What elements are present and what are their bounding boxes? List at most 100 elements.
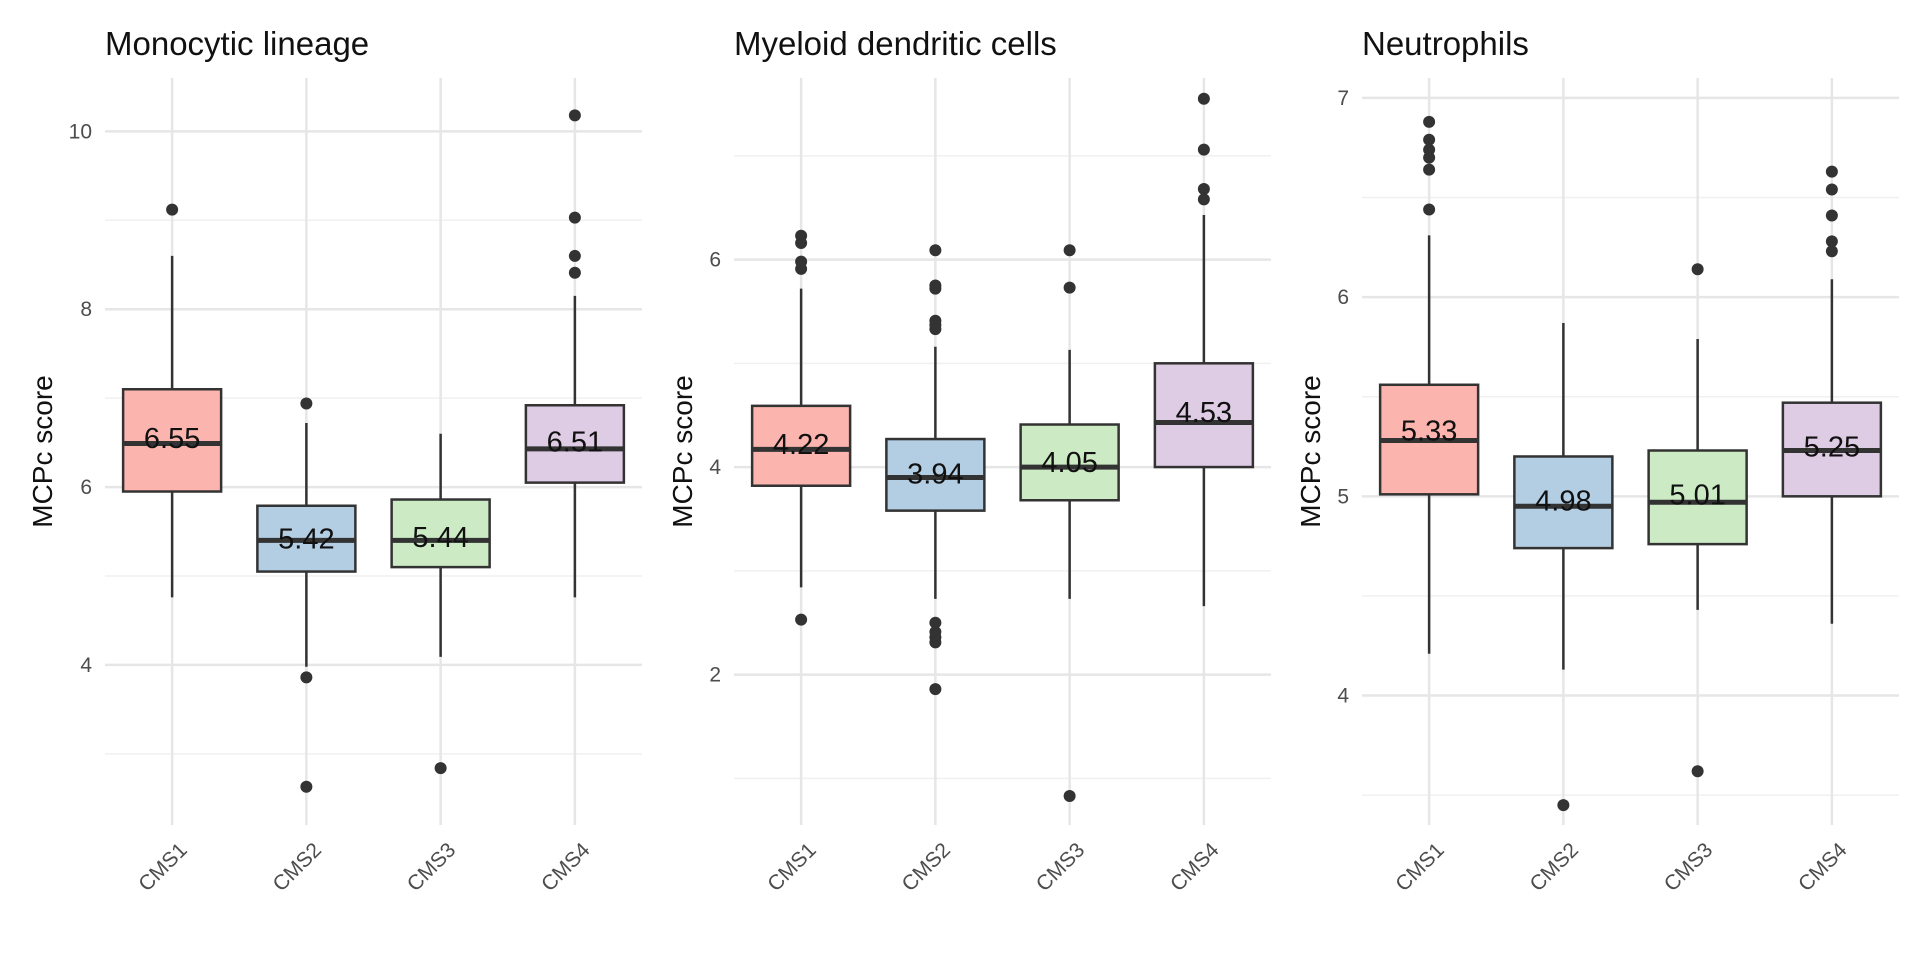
x-tick-label: CMS1 [1391,838,1449,896]
value-label: 6.51 [547,427,603,459]
outlier-point [568,266,581,279]
x-tick-label: CMS3 [1032,838,1090,896]
outlier-point [929,616,942,629]
box-body [121,388,223,493]
box-body [1019,423,1120,502]
outlier-point [929,282,942,295]
outlier-point [568,211,581,224]
box-cms2: 3.94 [885,244,986,696]
panel-0: Monocytic lineage MCPc score 4 6 8 10 CMS1 CMS2… [27,25,642,896]
outlier-point [300,397,313,410]
outlier-point [1197,92,1210,105]
outlier-point [1423,203,1436,216]
x-tick-label: CMS2 [1526,838,1584,896]
value-label: 4.98 [1535,485,1591,517]
y-tick-label: 7 [1337,87,1349,110]
box-body [885,437,986,512]
outlier-point [1825,209,1838,222]
y-axis-label: MCPc score [27,375,58,527]
outlier-point [1423,163,1436,176]
y-tick-label: 8 [80,298,92,321]
y-tick-label: 5 [1337,485,1349,508]
value-label: 5.25 [1804,432,1860,464]
outlier-point [568,109,581,122]
box-cms1: 4.22 [750,229,852,626]
outlier-point [1557,799,1570,812]
y-tick-label: 6 [1337,286,1349,309]
y-tick-label: 4 [80,654,92,677]
outlier-point [795,613,808,626]
box-cms4: 5.25 [1781,165,1883,624]
outlier-point [1691,765,1704,778]
box-cms3: 5.44 [390,433,491,775]
box-body [1153,362,1255,469]
outlier-point [434,762,447,775]
x-tick-label: CMS4 [1166,838,1224,896]
outlier-point [1197,143,1210,156]
value-label: 4.05 [1041,447,1097,479]
outlier-point [929,683,942,696]
outlier-point [929,636,942,649]
outlier-point [1063,281,1076,294]
panel-title: Neutrophils [1362,25,1529,62]
y-axis-label: MCPc score [667,375,698,527]
outlier-point [929,244,942,257]
box-cms4: 6.51 [524,109,626,598]
outlier-point [300,780,313,793]
x-tick-label: CMS1 [134,838,192,896]
y-axis-label: MCPc score [1295,375,1326,527]
value-label: 4.22 [773,429,829,461]
y-tick-label: 6 [80,476,92,499]
x-tick-label: CMS2 [898,838,956,896]
box-cms3: 4.05 [1019,244,1120,802]
outlier-point [1825,235,1838,248]
box-cms1: 5.33 [1378,115,1480,654]
panel-1: Myeloid dendritic cells MCPc score 2 4 6 CMS1… [667,25,1271,896]
box-cms3: 5.01 [1647,263,1748,778]
outlier-point [1063,789,1076,802]
y-tick-label: 4 [709,456,721,479]
outlier-point [1825,183,1838,196]
panel-title: Myeloid dendritic cells [734,25,1057,62]
outlier-point [929,323,942,336]
panel-2: Neutrophils MCPc score 4 5 6 7 CMS1 CMS2 CMS3 CMS… [1295,25,1899,896]
x-tick-label: CMS3 [1660,838,1718,896]
outlier-point [1423,133,1436,146]
box-body [750,404,852,487]
outlier-point [1825,245,1838,258]
box-cms2: 5.42 [256,397,357,793]
x-tick-label: CMS1 [763,838,821,896]
value-label: 5.33 [1401,416,1457,448]
value-label: 3.94 [907,458,963,490]
outlier-point [1423,151,1436,164]
y-tick-label: 4 [1337,685,1349,708]
x-tick-label: CMS4 [1794,838,1852,896]
value-label: 4.53 [1176,397,1232,429]
value-label: 6.55 [144,423,200,455]
value-label: 5.44 [412,522,468,554]
x-tick-label: CMS4 [537,838,595,896]
outlier-point [1423,115,1436,128]
y-tick-label: 2 [709,664,721,687]
box-cms4: 4.53 [1153,92,1255,607]
box-body [1513,455,1614,550]
outlier-point [795,236,808,249]
box-body [524,404,626,484]
value-label: 5.42 [278,524,334,556]
outlier-point [1197,193,1210,206]
panel-title: Monocytic lineage [105,25,369,62]
outlier-point [1825,165,1838,178]
box-cms2: 4.98 [1513,323,1614,812]
x-tick-label: CMS3 [403,838,461,896]
outlier-point [568,249,581,262]
box-body [1647,449,1748,546]
y-tick-label: 10 [69,120,92,143]
x-tick-label: CMS2 [269,838,327,896]
outlier-point [1197,183,1210,196]
y-tick-label: 6 [709,249,721,272]
outlier-point [1691,263,1704,276]
box-cms1: 6.55 [121,203,223,598]
outlier-point [300,671,313,684]
outlier-point [795,262,808,275]
